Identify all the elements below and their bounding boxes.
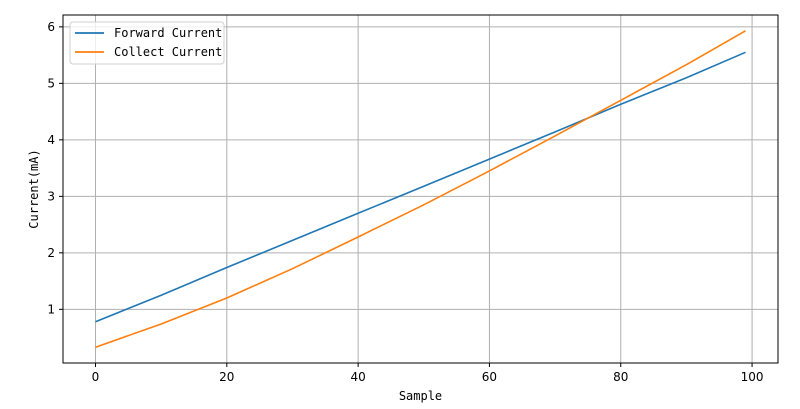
y-tick-label: 2 [47,246,55,260]
series-line-0 [95,51,746,323]
y-tick-label: 1 [47,302,55,316]
x-tick-label: 80 [613,370,628,384]
y-tick-label: 3 [47,189,55,203]
x-tick-label: 60 [482,370,497,384]
x-axis-label: Sample [399,389,442,403]
y-tick-label: 4 [47,133,55,147]
x-tick-label: 40 [350,370,365,384]
y-tick-label: 5 [47,76,55,90]
x-tick-label: 100 [741,370,764,384]
ticks: 0 20 40 60 80 100 1 2 3 4 5 6 [47,20,763,384]
plot-frame [62,14,779,364]
legend: Forward Current Collect Current [69,21,225,65]
y-axis-label: Current(mA) [27,149,41,228]
legend-label: Collect Current [114,45,222,59]
x-tick-label: 20 [219,370,234,384]
y-tick-label: 6 [47,20,55,34]
series-lines [95,30,746,348]
legend-box [69,21,225,65]
grid [63,15,778,363]
series-line-1 [95,30,746,348]
legend-label: Forward Current [114,26,222,40]
x-tick-label: 0 [92,370,100,384]
